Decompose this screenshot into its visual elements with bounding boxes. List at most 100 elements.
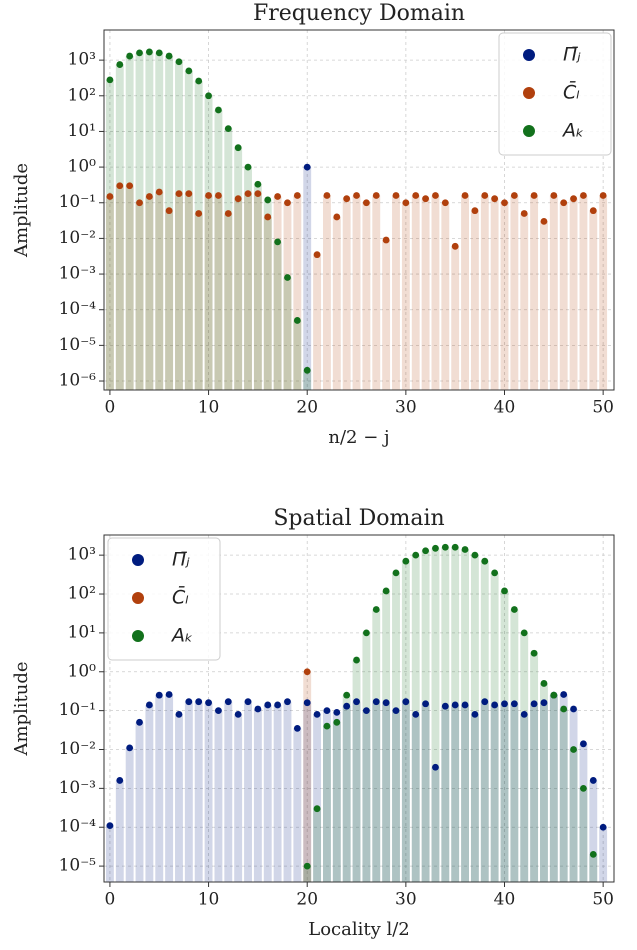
- bar: [352, 701, 361, 882]
- x-tick-label: 40: [494, 398, 516, 418]
- data-point: [205, 92, 212, 100]
- data-point: [432, 544, 439, 552]
- bar: [451, 704, 460, 882]
- bar: [441, 547, 450, 882]
- data-point: [432, 763, 439, 771]
- x-tick-label: 0: [105, 398, 116, 418]
- bar: [559, 694, 568, 882]
- bar: [461, 704, 469, 882]
- plot-frame: [103, 534, 615, 883]
- bar: [520, 213, 529, 390]
- bar: [470, 210, 479, 390]
- bar: [184, 70, 193, 390]
- data-point: [451, 242, 459, 250]
- data-point: [432, 192, 439, 199]
- bar: [303, 866, 312, 882]
- bar: [549, 695, 558, 882]
- data-point: [382, 699, 390, 707]
- bar: [175, 61, 183, 390]
- data-point: [155, 691, 163, 699]
- bar: [461, 549, 469, 882]
- data-point: [215, 707, 222, 715]
- bar: [401, 701, 410, 882]
- bar: [135, 722, 144, 882]
- data-point: [293, 192, 301, 199]
- bar: [145, 51, 154, 391]
- bar: [510, 195, 519, 390]
- legend-box: [107, 537, 221, 661]
- data-point: [372, 192, 380, 199]
- bar: [382, 702, 391, 882]
- data-point: [333, 718, 341, 726]
- data-point: [402, 199, 410, 207]
- bar: [490, 198, 499, 390]
- bar: [441, 706, 450, 882]
- data-point: [244, 163, 252, 171]
- data-point: [589, 207, 597, 215]
- data-point: [382, 236, 390, 244]
- bar: [372, 609, 381, 882]
- data-point: [303, 366, 311, 374]
- bar: [559, 709, 568, 882]
- y-tick-label: 10¹: [68, 121, 96, 141]
- data-point: [353, 656, 360, 664]
- data-point: [254, 180, 262, 188]
- data-point: [491, 569, 499, 577]
- data-point: [530, 700, 538, 708]
- data-point: [343, 195, 351, 203]
- data-point: [215, 106, 222, 114]
- bar: [589, 210, 598, 390]
- bar: [145, 196, 154, 390]
- x-tick-label: 0: [105, 890, 116, 910]
- chart-title: Frequency Domain: [253, 1, 465, 26]
- bar: [145, 704, 154, 882]
- bar: [382, 590, 391, 882]
- legend-label: Aₖ: [561, 120, 584, 142]
- legend-label: Π̄ⱼ: [172, 549, 190, 571]
- bar: [165, 56, 174, 390]
- bar: [579, 743, 588, 882]
- bar: [234, 198, 243, 390]
- plot-frame: [103, 29, 615, 391]
- y-tick-label: 10³: [68, 545, 96, 565]
- data-point: [254, 190, 262, 198]
- bar: [480, 561, 489, 882]
- data-point: [136, 49, 143, 57]
- bar: [125, 56, 134, 390]
- legend-marker: [132, 630, 144, 642]
- data-point: [126, 744, 134, 752]
- data-point: [284, 274, 291, 281]
- data-point: [333, 213, 341, 221]
- bar: [540, 221, 548, 390]
- bar: [303, 370, 312, 390]
- x-axis-label: Locality l/2: [308, 919, 410, 940]
- data-point: [510, 606, 518, 613]
- bar: [490, 704, 499, 882]
- bar: [411, 195, 420, 390]
- data-point: [520, 710, 528, 718]
- data-point: [461, 701, 469, 709]
- data-point: [372, 698, 380, 706]
- data-point: [343, 691, 351, 699]
- bar: [470, 714, 479, 882]
- bar: [214, 109, 223, 390]
- bar: [115, 64, 124, 390]
- data-point: [461, 192, 469, 199]
- data-point: [580, 740, 587, 748]
- bar: [125, 747, 134, 882]
- data-point: [570, 746, 577, 753]
- bar: [253, 193, 262, 390]
- bar: [372, 195, 381, 390]
- x-tick-label: 30: [395, 890, 417, 910]
- bar: [372, 701, 381, 882]
- bar: [283, 277, 292, 390]
- bar: [540, 702, 548, 882]
- bar: [234, 147, 243, 390]
- bar: [253, 709, 262, 882]
- bar: [392, 710, 400, 882]
- data-point: [560, 691, 568, 698]
- x-tick-label: 20: [296, 398, 318, 418]
- bar: [500, 202, 509, 390]
- bar: [342, 198, 351, 390]
- bar: [559, 202, 568, 390]
